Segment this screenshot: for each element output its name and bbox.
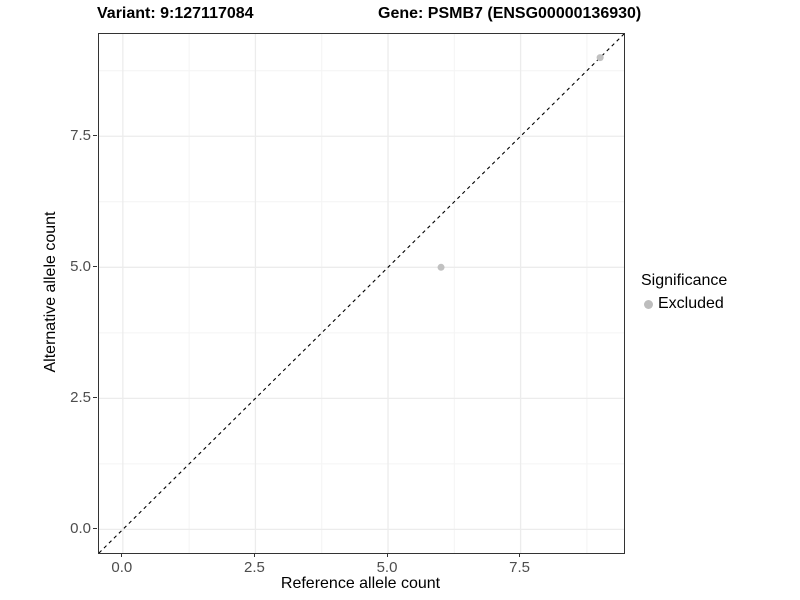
x-tick-mark [519, 553, 521, 557]
y-tick-label: 7.5 [70, 126, 91, 144]
x-tick-label: 5.0 [376, 559, 398, 576]
data-point [596, 54, 604, 62]
y-tick-label: 2.5 [70, 388, 91, 406]
x-tick-mark [121, 553, 123, 557]
y-tick-mark [93, 265, 97, 267]
plot-canvas [99, 34, 624, 553]
y-tick-label: 0.0 [70, 519, 91, 537]
identity-dashed-line [99, 34, 624, 553]
y-tick-mark [93, 527, 97, 529]
legend-item-excluded: Excluded [644, 295, 727, 313]
x-tick-label: 0.0 [111, 559, 133, 576]
x-tick-mark [386, 553, 388, 557]
legend-title: Significance [641, 272, 728, 289]
legend: Significance Excluded [641, 272, 727, 313]
plot-title-gene: Gene: PSMB7 (ENSG00000136930) [378, 5, 642, 22]
x-axis-label: Reference allele count [280, 575, 441, 592]
legend-item-label: Excluded [658, 295, 724, 312]
y-tick-mark [93, 396, 97, 398]
legend-key-point-icon [644, 299, 653, 309]
y-tick-mark [93, 134, 97, 136]
x-tick-label: 7.5 [509, 559, 530, 576]
y-tick-label: 5.0 [70, 257, 91, 275]
x-tick-label: 2.5 [244, 559, 265, 576]
data-point [437, 263, 445, 271]
plot-title-variant: Variant: 9:127117084 [97, 5, 254, 22]
x-tick-mark [253, 553, 255, 557]
plot-panel [98, 33, 625, 554]
